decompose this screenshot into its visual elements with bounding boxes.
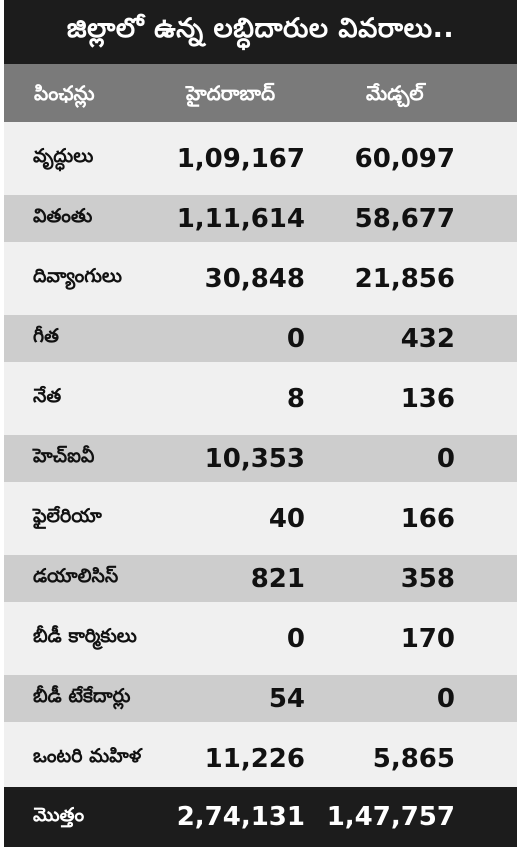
table-row: బీడీ టేకేదార్లు 54 0: [4, 675, 517, 722]
row-label: డయాలిసిస్: [33, 565, 119, 587]
hyderabad-value: 10,353: [204, 443, 305, 474]
hyderabad-value: 30,848: [204, 263, 305, 294]
row-label: ఫైలేరియా: [33, 505, 102, 527]
hyderabad-value: 0: [286, 623, 305, 654]
table-row: ఒంటరి మహిళ 11,226 5,865: [4, 722, 517, 795]
hyderabad-value: 1,09,167: [176, 143, 305, 174]
table-row: గీత 0 432: [4, 315, 517, 362]
header-medchal: మేడ్చల్: [366, 81, 424, 105]
table-row: వితంతు 1,11,614 58,677: [4, 195, 517, 242]
header-pensions: పింఛన్లు: [34, 81, 95, 105]
hyderabad-value: 0: [286, 323, 305, 354]
total-medchal-value: 1,47,757: [326, 802, 455, 832]
row-label: బీడీ కార్మికులు: [33, 625, 137, 647]
row-label: వితంతు: [33, 205, 93, 227]
hyderabad-value: 1,11,614: [176, 203, 305, 234]
table-row: దివ్యాంగులు 30,848 21,856: [4, 242, 517, 315]
table-row: హెచ్ఐవీ 10,353 0: [4, 435, 517, 482]
medchal-value: 358: [400, 563, 455, 594]
row-label: నేత: [33, 385, 62, 407]
row-label: ఒంటరి మహిళ: [33, 745, 142, 767]
table-row: వృద్ధులు 1,09,167 60,097: [4, 122, 517, 195]
total-hyderabad-value: 2,74,131: [176, 802, 305, 832]
medchal-value: 166: [400, 503, 455, 534]
header-hyderabad: హైదరాబాద్: [186, 81, 276, 105]
medchal-value: 0: [436, 683, 455, 714]
table-row: బీడీ కార్మికులు 0 170: [4, 602, 517, 675]
table-title: జిల్లాలో ఉన్న లబ్ధిదారుల వివరాలు..: [66, 13, 455, 44]
total-row: మొత్తం 2,74,131 1,47,757: [4, 787, 517, 847]
medchal-value: 5,865: [372, 743, 455, 774]
medchal-value: 0: [436, 443, 455, 474]
table-row: డయాలిసిస్ 821 358: [4, 555, 517, 602]
hyderabad-value: 821: [250, 563, 305, 594]
medchal-value: 170: [400, 623, 455, 654]
hyderabad-value: 54: [268, 683, 305, 714]
row-label: దివ్యాంగులు: [33, 265, 122, 287]
row-label: గీత: [33, 325, 59, 347]
table-header: పింఛన్లు హైదరాబాద్ మేడ్చల్: [4, 64, 517, 122]
medchal-value: 432: [400, 323, 455, 354]
hyderabad-value: 40: [268, 503, 305, 534]
medchal-value: 136: [400, 383, 455, 414]
table-row: నేత 8 136: [4, 362, 517, 435]
hyderabad-value: 8: [286, 383, 305, 414]
table-row: ఫైలేరియా 40 166: [4, 482, 517, 555]
total-label: మొత్తం: [33, 803, 85, 826]
table-card: జిల్లాలో ఉన్న లబ్ధిదారుల వివరాలు.. పింఛన…: [4, 0, 517, 847]
row-label: వృద్ధులు: [33, 145, 94, 167]
medchal-value: 58,677: [354, 203, 455, 234]
row-label: బీడీ టేకేదార్లు: [33, 685, 131, 707]
row-label: హెచ్ఐవీ: [33, 445, 95, 467]
hyderabad-value: 11,226: [204, 743, 305, 774]
medchal-value: 21,856: [354, 263, 455, 294]
table-body: వృద్ధులు 1,09,167 60,097 వితంతు 1,11,614…: [4, 122, 517, 795]
medchal-value: 60,097: [354, 143, 455, 174]
